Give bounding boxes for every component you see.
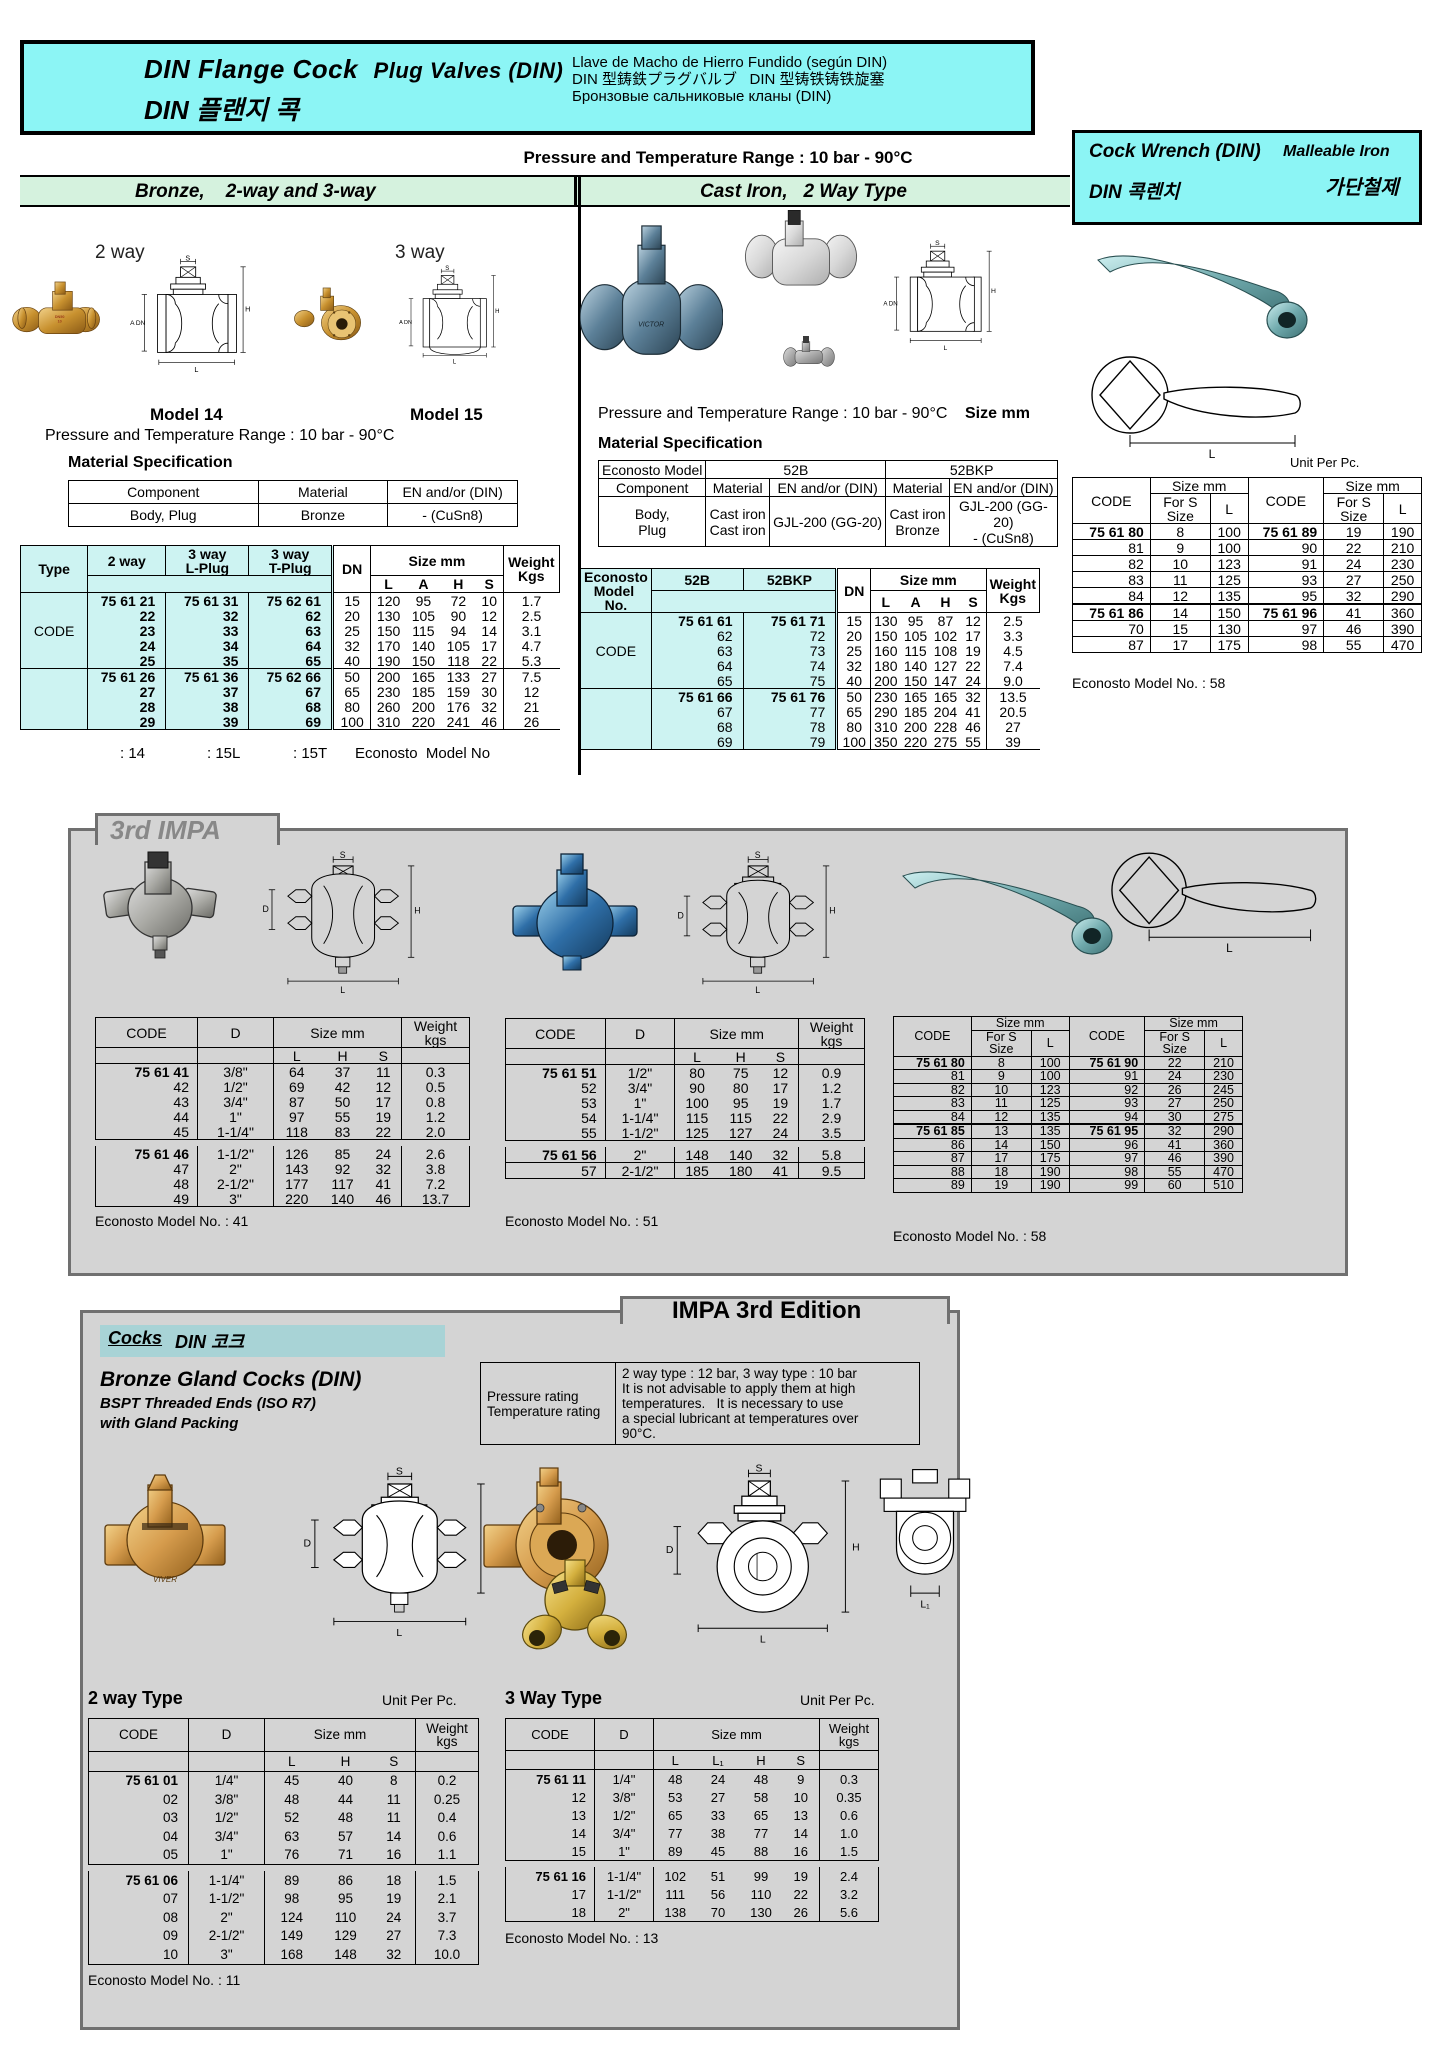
svg-text:S: S — [396, 1466, 403, 1477]
svg-text:D: D — [262, 904, 268, 914]
svg-text:S: S — [755, 1464, 762, 1475]
svg-text:S: S — [340, 850, 346, 860]
svg-text:S: S — [935, 240, 940, 247]
svg-text:D: D — [304, 1539, 312, 1550]
svg-text:L: L — [396, 1628, 402, 1639]
svg-text:S: S — [185, 253, 190, 262]
svg-text:VIVER: VIVER — [153, 1575, 177, 1584]
svg-text:H: H — [829, 906, 835, 916]
svg-text:L: L — [944, 345, 948, 352]
svg-text:L: L — [340, 985, 345, 995]
svg-text:L: L — [453, 360, 457, 366]
svg-text:VICTOR: VICTOR — [638, 321, 664, 328]
svg-text:H: H — [245, 305, 250, 314]
svg-text:H: H — [852, 1542, 860, 1553]
svg-text:H: H — [495, 309, 499, 315]
svg-text:A DN: A DN — [399, 320, 412, 326]
svg-text:L₁: L₁ — [920, 1599, 930, 1610]
svg-text:DN50: DN50 — [55, 315, 65, 319]
svg-text:D: D — [677, 910, 683, 920]
svg-text:L: L — [1226, 942, 1233, 955]
svg-text:L: L — [760, 1635, 766, 1646]
svg-text:L: L — [1209, 447, 1216, 461]
svg-text:A DN: A DN — [130, 320, 146, 327]
svg-text:S: S — [445, 266, 449, 272]
svg-text:L: L — [194, 365, 198, 374]
svg-text:H: H — [414, 906, 420, 916]
svg-text:S: S — [755, 850, 761, 860]
svg-text:10: 10 — [58, 319, 62, 323]
svg-text:L: L — [755, 985, 760, 995]
svg-text:H: H — [991, 288, 996, 295]
svg-text:A DN: A DN — [883, 300, 897, 307]
svg-text:D: D — [666, 1545, 674, 1556]
